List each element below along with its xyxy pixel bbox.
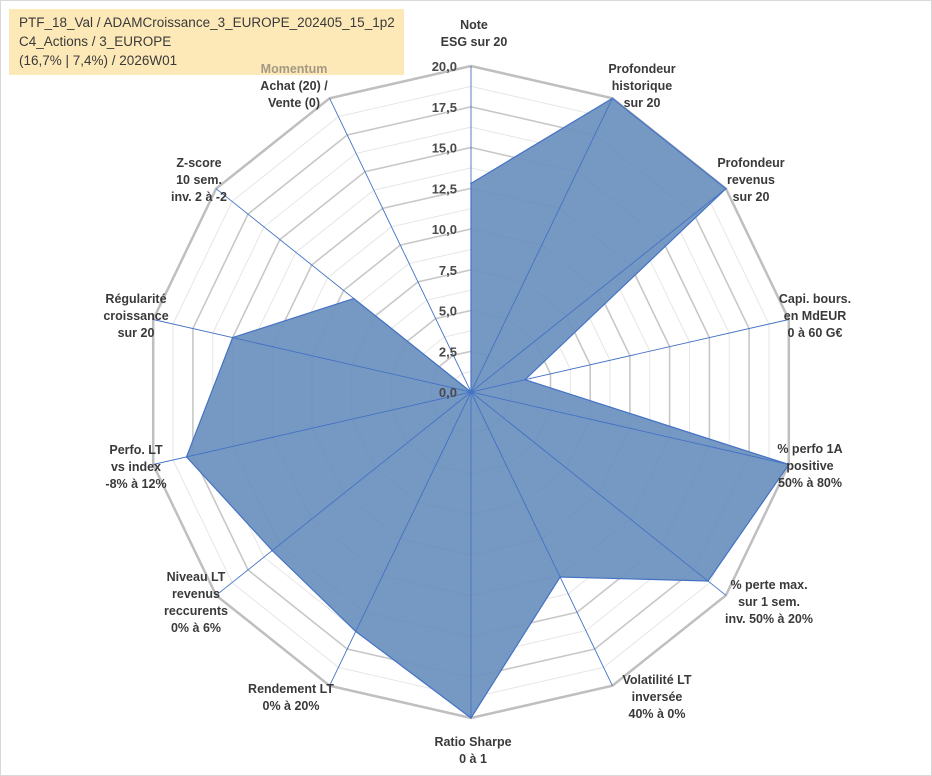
radar-tick-labels: 0,0 2,5 5,0 7,5 10,0 12,5 15,0 17,5 20,0 <box>432 59 457 400</box>
asset-class: C4_Actions / 3_EUROPE <box>19 34 172 49</box>
axis-spoke <box>470 98 613 393</box>
axis-label: Régularité croissance sur 20 <box>103 292 168 340</box>
axis-label: Note ESG sur 20 <box>441 18 508 49</box>
tick-label: 5,0 <box>439 304 457 319</box>
tick-label: 15,0 <box>432 141 457 156</box>
tick-label: 20,0 <box>432 59 457 74</box>
axis-label: Capi. bours. en MdEUR 0 à 60 G€ <box>779 292 851 340</box>
tick-label: 10,0 <box>432 222 457 237</box>
tick-label: 12,5 <box>432 181 457 196</box>
axis-label: Profondeur revenus sur 20 <box>717 156 784 204</box>
axis-label: Volatilité LT inversée 40% à 0% <box>623 673 692 721</box>
axis-label: Niveau LT revenus reccurents 0% à 6% <box>164 570 228 635</box>
axis-spoke <box>470 391 727 596</box>
axis-label: Perfo. LT vs index -8% à 12% <box>105 443 166 491</box>
axis-spoke <box>215 188 472 393</box>
axis-label: Z-score 10 sem. inv. 2 à -2 <box>171 156 227 204</box>
axis-label: Ratio Sharpe 0 à 1 <box>434 735 511 766</box>
axis-label: Momentum Achat (20) / Vente (0) <box>260 62 328 110</box>
portfolio-info-box: PTF_18_Val / ADAMCroissance_3_EUROPE_202… <box>9 9 404 75</box>
axis-spoke <box>470 391 613 686</box>
axis-spoke <box>153 391 472 465</box>
axis-spoke <box>329 391 472 686</box>
axis-spoke <box>215 391 472 596</box>
axis-label: Rendement LT 0% à 20% <box>248 682 334 713</box>
portfolio-stats: (16,7% | 7,4%) / 2026W01 <box>19 53 178 68</box>
tick-label: 0,0 <box>439 385 457 400</box>
tick-label: 7,5 <box>439 263 457 278</box>
radar-spokes <box>153 66 789 718</box>
axis-spoke <box>329 98 472 393</box>
portfolio-name: PTF_18_Val / ADAMCroissance_3_EUROPE_202… <box>19 15 395 30</box>
axis-spoke <box>153 319 472 393</box>
tick-label: 2,5 <box>439 344 457 359</box>
radar-axis-labels: Note ESG sur 20 Profondeur historique sur 20… <box>103 18 851 766</box>
axis-spoke <box>470 391 789 465</box>
tick-label: 17,5 <box>432 100 457 115</box>
axis-label: Profondeur historique sur 20 <box>608 62 675 110</box>
axis-spoke <box>470 188 727 393</box>
axis-spoke <box>470 319 789 393</box>
axis-label: % perte max. sur 1 sem. inv. 50% à 20% <box>725 578 813 626</box>
axis-label: % perfo 1A positive 50% à 80% <box>777 442 842 490</box>
